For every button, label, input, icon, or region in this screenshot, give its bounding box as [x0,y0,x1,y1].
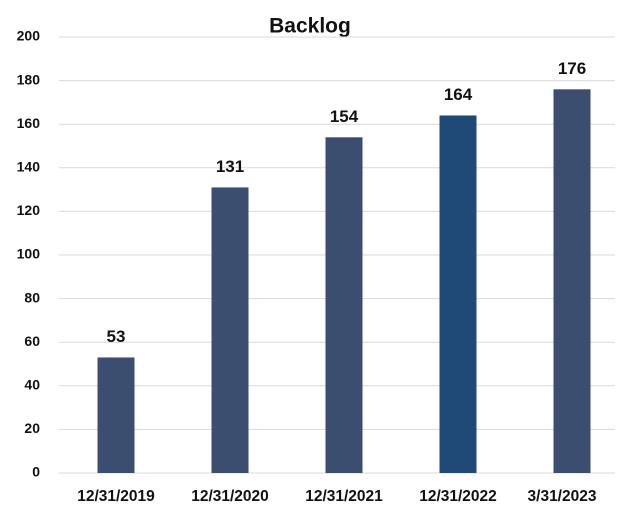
y-tick-label: 160 [17,115,41,131]
chart-title: Backlog [269,15,351,38]
bar [211,187,249,474]
y-tick-label: 60 [24,333,40,349]
data-label: 154 [330,107,359,126]
data-label: 131 [216,157,244,176]
data-label: 164 [444,85,473,104]
bar [97,357,135,473]
y-tick-label: 40 [24,377,40,393]
x-tick-label: 3/31/2023 [528,488,597,505]
y-tick-label: 200 [17,28,41,44]
bar [553,89,591,473]
bar [439,115,477,473]
x-tick-label: 12/31/2019 [77,488,155,505]
bar [325,137,363,473]
y-tick-label: 0 [32,464,40,480]
y-tick-label: 80 [24,289,40,305]
data-label: 176 [558,59,586,78]
x-tick-label: 12/31/2020 [191,488,269,505]
data-label: 53 [107,327,126,346]
x-tick-label: 12/31/2021 [305,488,383,505]
y-tick-label: 20 [24,420,40,436]
y-tick-label: 100 [17,246,41,262]
y-tick-label: 120 [17,202,41,218]
x-tick-label: 12/31/2022 [419,488,497,505]
y-tick-label: 180 [17,71,41,87]
y-tick-label: 140 [17,159,41,175]
